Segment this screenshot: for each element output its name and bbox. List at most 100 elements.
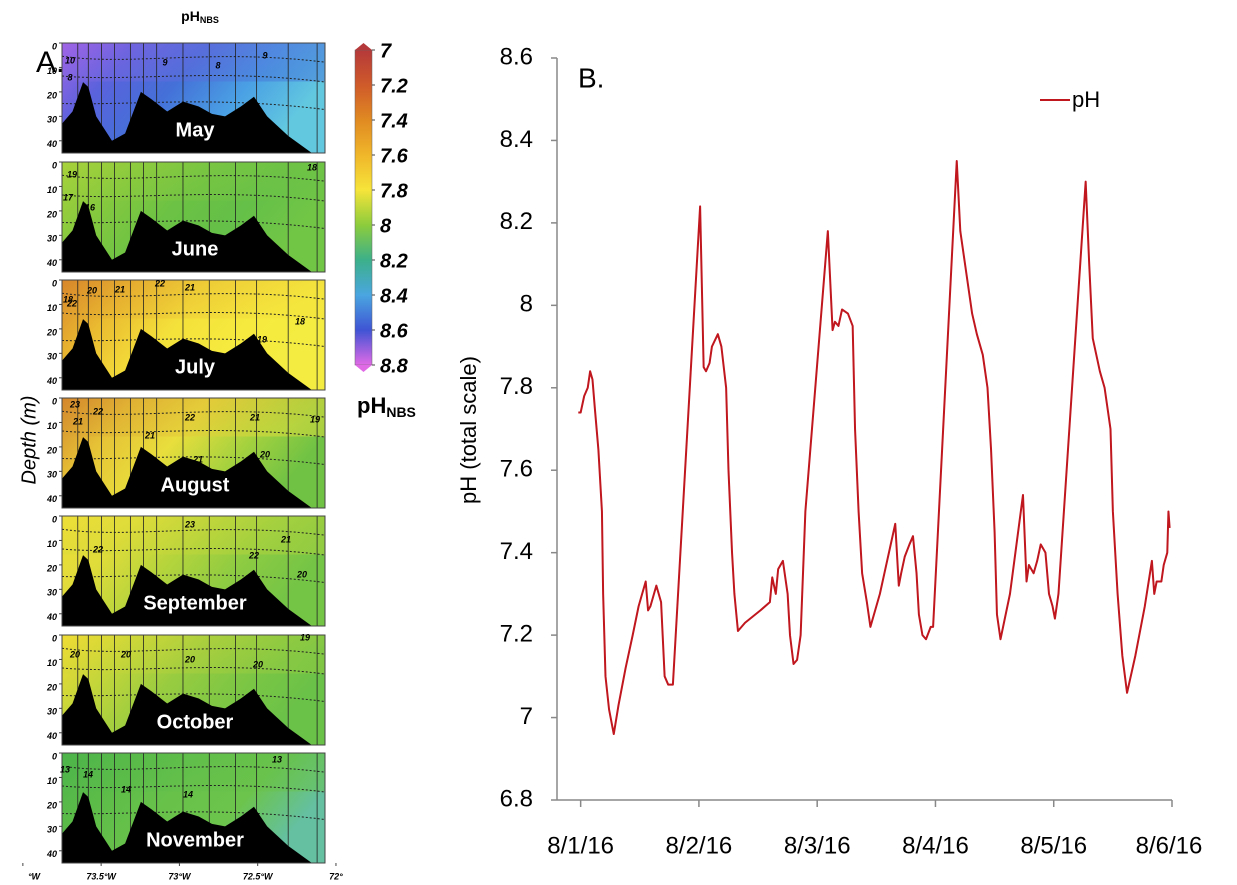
section-name: October [157, 711, 234, 733]
y-tick-label: 0 [52, 514, 57, 524]
contour-label: 8 [67, 72, 72, 82]
x-tick-label: 73.5°W [86, 871, 117, 881]
section-frame [61, 752, 326, 864]
y-tick-label: 20 [46, 563, 57, 573]
section-frame [61, 397, 326, 509]
colorbar-label: pHNBS [357, 393, 416, 420]
contour-line [61, 693, 326, 702]
contour-label: 22 [92, 544, 103, 554]
y-tick-label: 8.6 [500, 43, 533, 70]
y-tick-label: 30 [47, 588, 57, 598]
section-name: August [161, 474, 230, 496]
x-tick-label: 8/2/16 [666, 832, 733, 859]
contour-line [61, 456, 326, 465]
section-title: pHNBS [181, 8, 219, 26]
y-tick-label: 30 [47, 825, 57, 835]
y-tick-label: 30 [47, 115, 57, 125]
y-tick-label: 40 [46, 494, 57, 504]
section-frame [61, 515, 326, 627]
contour-label: 21 [249, 412, 260, 422]
y-tick-label: 0 [52, 160, 57, 170]
section-field-top [62, 516, 325, 555]
contour-label: 9 [162, 57, 167, 67]
colorbar-tick-label: 7.2 [380, 75, 408, 97]
contour-line [61, 574, 326, 583]
x-tick-label: 8/6/16 [1136, 832, 1203, 859]
y-tick-label: 20 [46, 327, 57, 337]
y-axis-label: Depth (m) [18, 396, 40, 485]
section-panel: 23 22 22 21 20 September 0 10 20 30 40 [46, 514, 326, 627]
y-tick-label: 0 [52, 41, 57, 51]
x-tick-label: 72° [329, 871, 343, 881]
contour-label: 22 [66, 298, 77, 308]
colorbar-tick-label: 7 [380, 40, 392, 62]
section-frame [61, 634, 326, 746]
contour-label: 8 [215, 60, 220, 70]
y-tick-label: 7.2 [500, 620, 533, 647]
contour-label: 23 [184, 519, 195, 529]
contour-label: 18 [307, 162, 317, 172]
section-frame [61, 279, 326, 391]
contour-label: 20 [252, 659, 263, 669]
y-tick-label: 7.8 [500, 373, 533, 400]
contour-label: 13 [272, 754, 282, 764]
colorbar-label-sub: NBS [386, 404, 416, 420]
colorbar-tick-label: 8.8 [380, 355, 409, 377]
section-frame [61, 42, 326, 154]
section-field-top [62, 398, 325, 437]
bathymetry [62, 674, 325, 745]
contour-label: 14 [183, 789, 193, 799]
colorbar-tick-label: 7.8 [380, 180, 409, 202]
contour-label: 20 [174, 344, 185, 354]
contour-line [61, 410, 326, 418]
section-name: May [176, 119, 216, 141]
contour-label: 19 [257, 334, 267, 344]
section-name: July [175, 356, 216, 378]
contour-label: 21 [184, 282, 195, 292]
section-field-top [62, 43, 325, 82]
x-tick-label: 8/4/16 [902, 832, 969, 859]
contour-line [61, 174, 326, 182]
section-name: September [143, 592, 247, 614]
contour-line [61, 292, 326, 300]
section-name: November [146, 829, 244, 851]
title-main: pH [181, 8, 200, 24]
colorbar-tick-label: 8.4 [380, 285, 408, 307]
x-tick-label: °W [28, 871, 42, 881]
section-field-top [62, 280, 325, 319]
bathymetry [62, 82, 325, 153]
contour-label: 20 [86, 285, 97, 295]
contour-label: 10 [65, 55, 75, 65]
y-tick-label: 40 [46, 258, 57, 268]
colorbar-cap [355, 365, 372, 372]
contour-label: 20 [120, 649, 131, 659]
section-field-top [62, 753, 325, 792]
colorbar [354, 49, 373, 366]
colorbar-tick-label: 7.6 [380, 145, 409, 167]
contour-line [61, 75, 326, 83]
y-tick-label: 20 [46, 90, 57, 100]
y-tick-label: 40 [46, 849, 57, 859]
contour-label: 18 [295, 316, 305, 326]
x-tick-label: 72.5°W [243, 871, 274, 881]
contour-label: 20 [259, 449, 270, 459]
contour-label: 23 [69, 399, 80, 409]
contour-line [61, 194, 326, 202]
y-axis-label: pH (total scale) [456, 356, 481, 504]
y-tick-label: 8.2 [500, 208, 533, 235]
y-tick-label: 10 [47, 776, 57, 786]
section-panel: 19 17 16 18 June 0 10 20 30 40 [46, 160, 326, 273]
y-tick-label: 40 [46, 731, 57, 741]
section-name: June [172, 238, 219, 260]
x-tick-label: 73°W [168, 871, 192, 881]
contour-label: 22 [92, 406, 103, 416]
y-tick-label: 8.4 [500, 126, 533, 153]
contour-line [61, 647, 326, 655]
bathymetry [62, 792, 325, 863]
contour-label: 20 [69, 649, 80, 659]
bathymetry [62, 319, 325, 390]
y-tick-label: 30 [47, 707, 57, 717]
contour-line [61, 338, 326, 347]
contour-label: 20 [296, 569, 307, 579]
